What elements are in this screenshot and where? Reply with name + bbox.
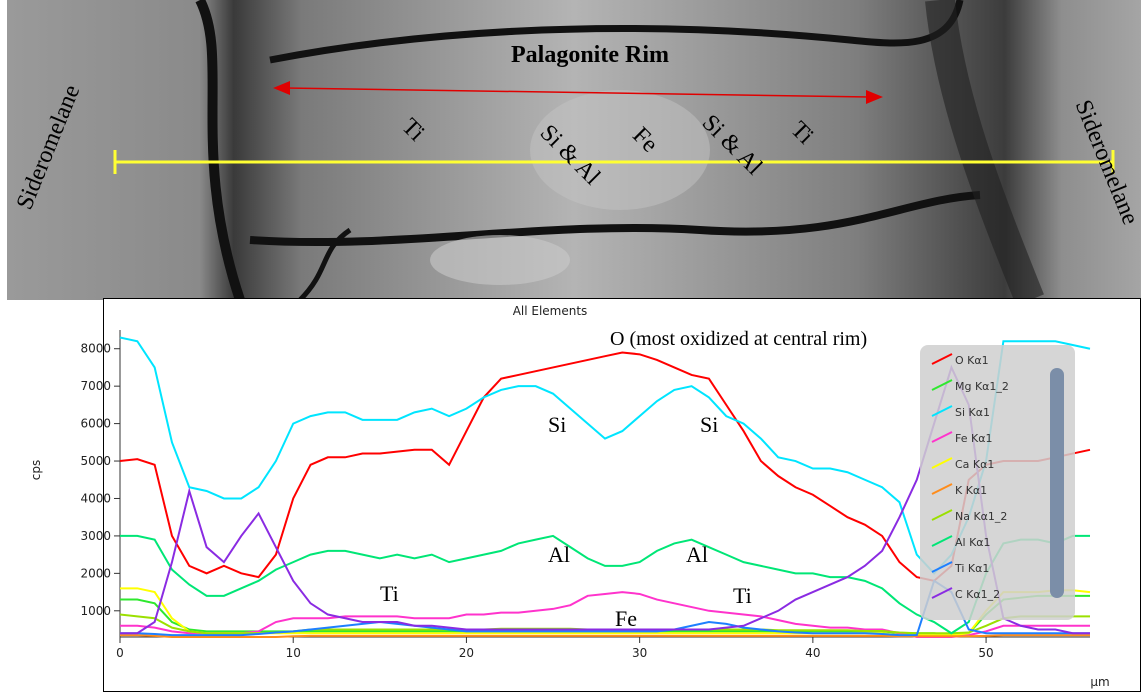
legend-label: Al Kα1 [955,536,991,549]
y-tick-label: 4000 [80,491,111,505]
legend-label: Si Kα1 [955,406,990,419]
annotation: Fe [615,606,637,631]
micrograph [7,0,1141,306]
legend-swatch [931,353,953,365]
series-line [120,634,1090,638]
x-tick-label: 40 [805,646,820,660]
series-line [120,587,1091,637]
legend-swatch [931,587,953,599]
y-tick-label: 1000 [80,604,111,618]
y-tick-label: 8000 [80,342,111,356]
x-tick-label: 0 [116,646,124,660]
legend-label: Ti Kα1 [954,562,989,575]
annotation: Si [548,412,566,437]
legend-swatch [931,561,953,573]
legend-swatch [931,431,953,443]
legend-swatch [931,535,953,547]
legend-label: Na Kα1_2 [955,510,1007,523]
annotation: Al [548,542,570,567]
legend-label: Mg Kα1_2 [955,380,1009,393]
legend-label: K Kα1 [955,484,987,497]
legend-label: C Kα1_2 [955,588,1000,601]
x-tick-label: 50 [978,646,993,660]
legend-label: O Kα1 [955,354,989,367]
legend-box [920,345,1075,620]
y-tick-label: 3000 [80,529,111,543]
x-axis-label: µm [1090,675,1109,689]
legend-swatch [931,457,953,469]
annotation: Ti [733,583,752,608]
y-tick-label: 7000 [80,379,111,393]
legend-swatch [931,405,953,417]
x-tick-label: 10 [286,646,301,660]
chart-title: All Elements [513,304,588,318]
y-tick-label: 5000 [80,454,111,468]
y-tick-label: 2000 [80,566,111,580]
legend-label: Ca Kα1 [955,458,994,471]
scrollbar [1050,368,1064,598]
legend-swatch [931,379,953,391]
legend-label: Fe Kα1 [955,432,992,445]
y-axis-label: cps [29,460,43,480]
legend-swatch [931,483,953,495]
legend-swatch [931,509,953,521]
annotation: Ti [380,581,399,606]
image-title: Palagonite Rim [511,42,669,68]
x-tick-label: 20 [459,646,474,660]
annotation: O (most oxidized at central rim) [610,328,867,350]
annotation: Si [700,412,718,437]
annotation: Al [686,542,708,567]
x-tick-label: 30 [632,646,647,660]
y-tick-label: 6000 [80,417,111,431]
